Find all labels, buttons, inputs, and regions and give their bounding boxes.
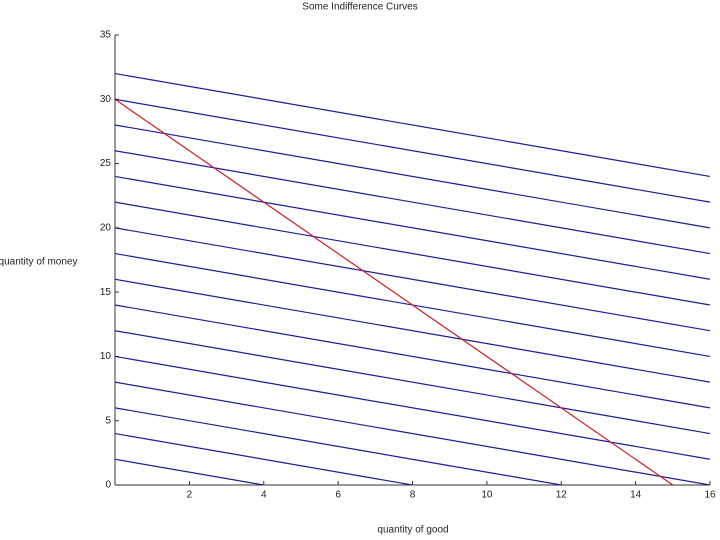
curve: [115, 175, 710, 280]
curve: [115, 278, 710, 383]
x-tick-label: 12: [556, 490, 568, 501]
x-tick-label: 14: [630, 490, 642, 501]
y-tick-label: 25: [100, 158, 112, 169]
x-tick-label: 10: [481, 490, 493, 501]
curve: [115, 381, 710, 485]
curve: [115, 304, 710, 409]
curve: [115, 150, 710, 255]
curve: [115, 432, 417, 485]
x-tick-label: 16: [704, 490, 716, 501]
x-tick-label: 8: [410, 490, 416, 501]
curve: [115, 201, 710, 306]
curve: [115, 330, 710, 435]
x-tick-label: 4: [261, 490, 267, 501]
curve: [115, 72, 710, 178]
y-tick-label: 15: [100, 287, 112, 298]
curve: [115, 98, 674, 485]
chart-title: Some Indifference Curves: [302, 2, 417, 13]
y-tick-label: 10: [100, 351, 112, 362]
y-tick-label: 0: [105, 480, 111, 491]
y-tick-label: 35: [100, 30, 112, 41]
curve: [115, 458, 268, 485]
x-tick-label: 6: [335, 490, 341, 501]
y-axis-label: quantity of money: [0, 257, 77, 268]
curve: [115, 98, 710, 203]
y-tick-label: 5: [105, 415, 111, 426]
y-tick-label: 30: [100, 94, 112, 105]
curve: [115, 407, 565, 485]
curve: [115, 355, 710, 460]
x-axis-label: quantity of good: [377, 525, 448, 536]
x-tick-label: 2: [187, 490, 193, 501]
plot-area: [115, 72, 710, 485]
curve: [115, 227, 710, 332]
y-tick-label: 20: [100, 222, 112, 233]
curve: [115, 124, 710, 229]
